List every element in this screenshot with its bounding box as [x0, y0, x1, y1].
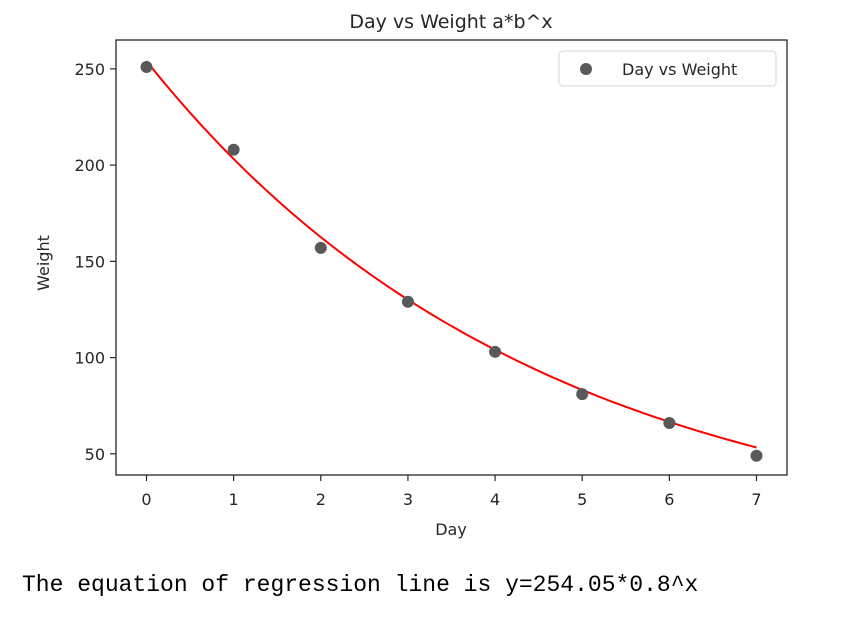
- y-tick-label: 200: [74, 156, 105, 175]
- y-tick-label: 100: [74, 349, 105, 368]
- legend-marker: [580, 63, 592, 75]
- data-point: [227, 143, 240, 156]
- plot-area: 0 1 2 3 4 5 6 7 50 100 150 200 250 Day vs Weight: [74, 39, 788, 509]
- x-tick-label: 3: [403, 490, 413, 509]
- data-point: [314, 241, 327, 254]
- regression-equation-text: The equation of regression line is y=254…: [22, 572, 699, 598]
- data-point: [663, 417, 676, 430]
- x-tick-label: 0: [141, 490, 151, 509]
- regression-line: [145, 60, 757, 449]
- chart-title: Day vs Weight a*b^x: [349, 11, 552, 33]
- chart-figure: Day vs Weight a*b^x 0 1 2 3 4 5 6 7 50 100 150 200 2…: [34, 11, 788, 539]
- data-point: [576, 388, 589, 401]
- x-tick-label: 2: [316, 490, 326, 509]
- data-point: [140, 60, 153, 73]
- x-tick-label: 7: [751, 490, 761, 509]
- legend-label: Day vs Weight: [622, 60, 737, 79]
- y-tick-label: 150: [74, 252, 105, 271]
- data-point: [489, 345, 502, 358]
- plot-frame: [115, 39, 788, 476]
- data-point: [750, 449, 763, 462]
- x-tick-label: 4: [490, 490, 500, 509]
- x-tick-label: 5: [577, 490, 587, 509]
- data-point: [401, 295, 414, 308]
- y-axis-label: Weight: [34, 235, 53, 291]
- x-tick-label: 1: [229, 490, 239, 509]
- legend-box: [558, 50, 777, 87]
- x-axis-label: Day: [435, 520, 467, 539]
- x-tick-label: 6: [664, 490, 674, 509]
- y-tick-label: 250: [74, 60, 105, 79]
- y-tick-label: 50: [85, 445, 105, 464]
